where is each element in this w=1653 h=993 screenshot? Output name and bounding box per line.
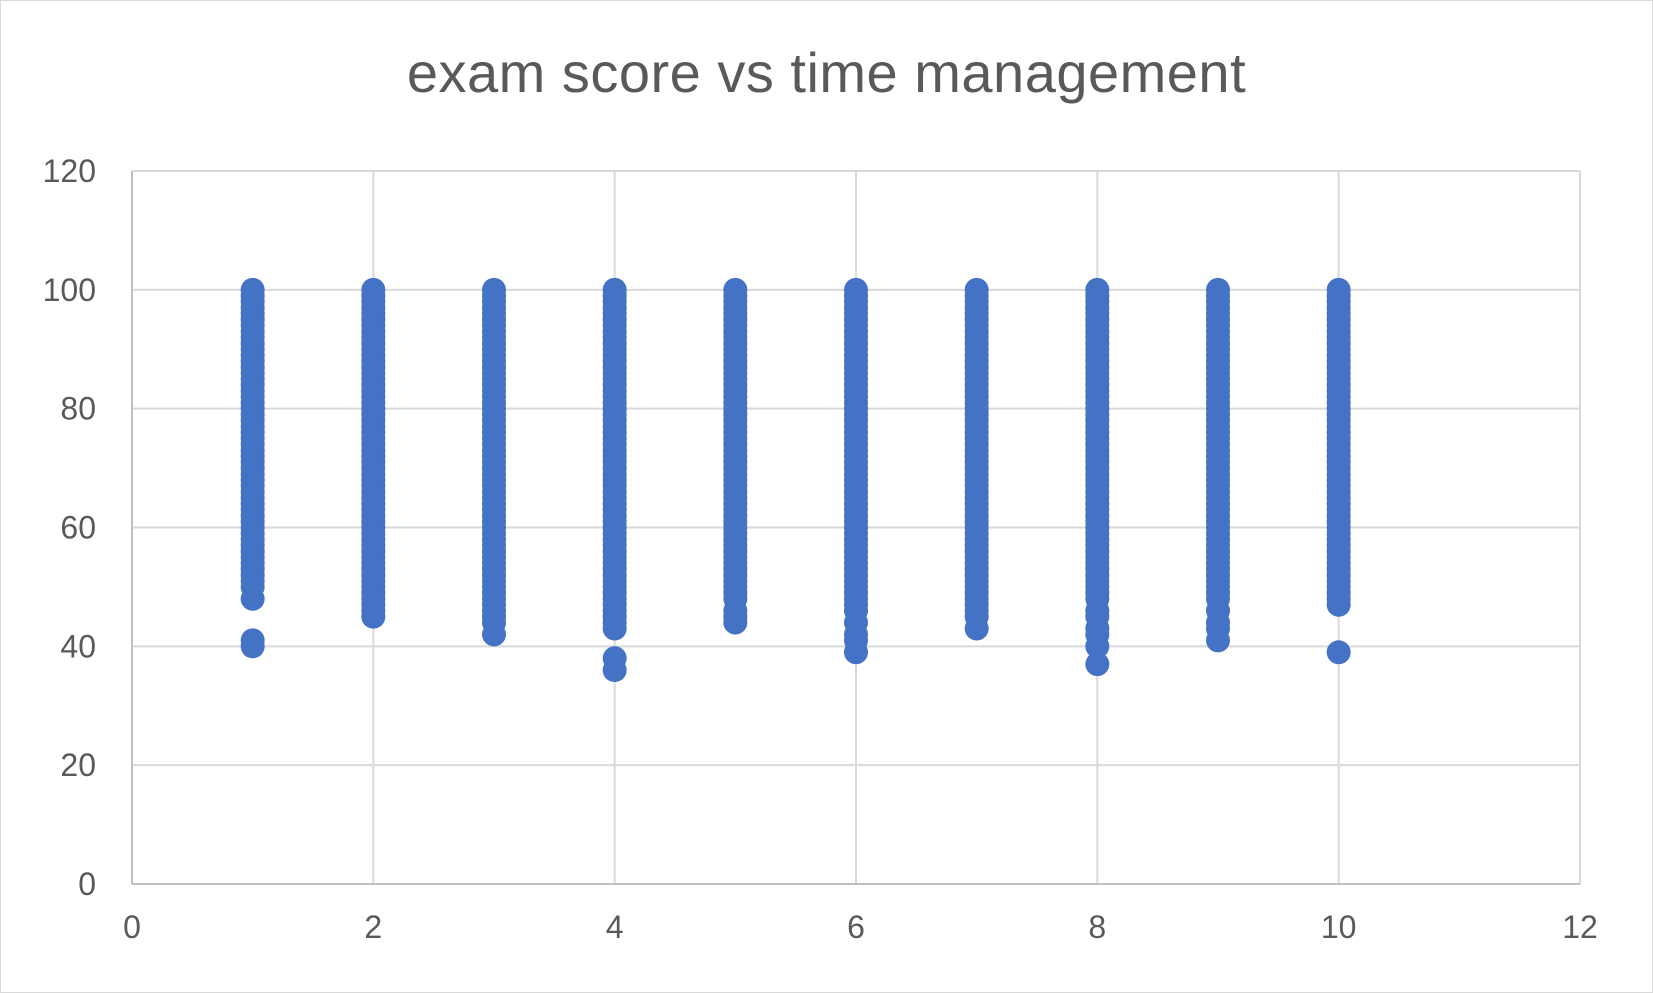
x-tick-label: 12 [1562, 909, 1598, 945]
data-point [964, 277, 989, 302]
axis-layer [131, 171, 1580, 885]
data-point [723, 277, 748, 302]
y-tick-label: 40 [60, 628, 96, 664]
y-tick-label: 120 [43, 153, 96, 189]
x-tick-label: 6 [847, 909, 865, 945]
x-tick-label: 10 [1321, 909, 1357, 945]
data-point [1085, 634, 1110, 659]
x-tick-label: 0 [123, 909, 141, 945]
y-tick-label: 100 [43, 272, 96, 308]
x-tick-label: 8 [1088, 909, 1106, 945]
data-point [844, 277, 868, 302]
points-layer [240, 277, 1351, 683]
data-point [482, 622, 506, 647]
y-tick-label: 60 [60, 510, 96, 546]
data-point [602, 277, 627, 302]
x-tick-label: 4 [606, 909, 624, 945]
tick-label-layer: 0 20 40 60 80 100 120 0 2 4 6 8 10 12 [43, 153, 1598, 945]
data-point [964, 616, 989, 641]
data-point [602, 658, 627, 683]
data-point [1085, 652, 1110, 677]
chart-title: exam score vs time management [406, 41, 1247, 104]
y-tick-label: 20 [60, 747, 96, 783]
data-point [844, 640, 868, 665]
data-point [240, 277, 265, 302]
data-point [240, 634, 265, 659]
data-point [1206, 628, 1230, 653]
y-tick-label: 0 [78, 866, 96, 902]
data-point [1326, 640, 1351, 665]
data-point [1206, 277, 1230, 302]
y-tick-label: 80 [60, 391, 96, 427]
data-point [361, 277, 386, 302]
data-point [1085, 277, 1110, 302]
data-point [723, 610, 748, 635]
data-point [482, 277, 506, 302]
data-point [1326, 277, 1351, 302]
x-tick-label: 2 [364, 909, 382, 945]
data-point [240, 586, 265, 611]
